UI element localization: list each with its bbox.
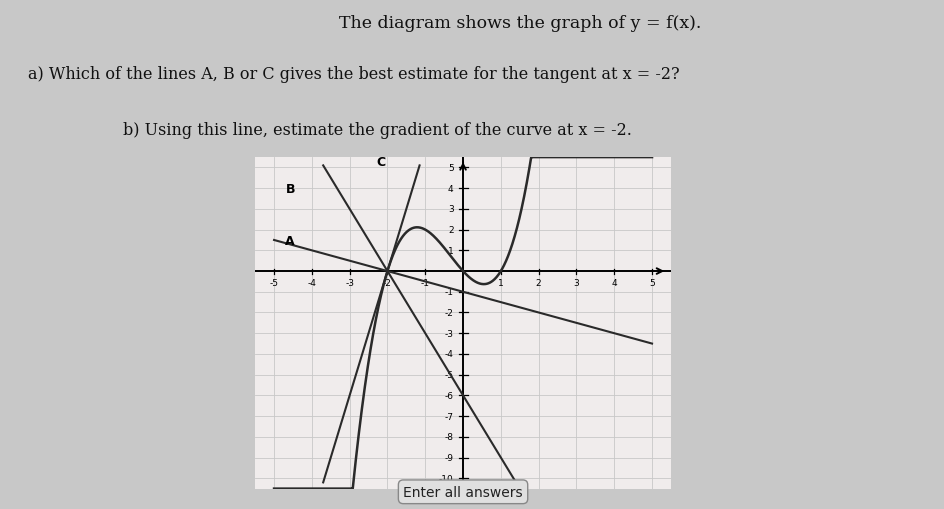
Text: A: A	[285, 235, 295, 248]
Text: -8: -8	[444, 433, 453, 441]
Text: 4: 4	[611, 279, 616, 288]
Text: -1: -1	[420, 279, 430, 288]
Text: -1: -1	[444, 288, 453, 297]
Text: 4: 4	[447, 184, 453, 193]
Text: a) Which of the lines A, B or C gives the best estimate for the tangent at x = -: a) Which of the lines A, B or C gives th…	[28, 66, 680, 83]
Text: -6: -6	[444, 391, 453, 400]
Text: -10: -10	[438, 474, 453, 483]
Text: 1: 1	[497, 279, 503, 288]
Text: The diagram shows the graph of y = f(x).: The diagram shows the graph of y = f(x).	[338, 15, 700, 32]
Text: 3: 3	[573, 279, 579, 288]
Text: -5: -5	[269, 279, 278, 288]
Text: 3: 3	[447, 205, 453, 214]
Text: 5: 5	[649, 279, 654, 288]
Text: -5: -5	[444, 371, 453, 379]
Text: 2: 2	[447, 225, 453, 235]
Text: 2: 2	[535, 279, 541, 288]
Text: B: B	[285, 183, 295, 196]
Text: b) Using this line, estimate the gradient of the curve at x = -2.: b) Using this line, estimate the gradien…	[123, 122, 631, 139]
Text: C: C	[376, 156, 385, 169]
Text: 1: 1	[447, 246, 453, 256]
Text: -4: -4	[445, 350, 453, 359]
Text: -3: -3	[345, 279, 354, 288]
Text: -7: -7	[444, 412, 453, 421]
Text: -2: -2	[382, 279, 392, 288]
Text: -9: -9	[444, 453, 453, 462]
Text: -4: -4	[307, 279, 316, 288]
Text: 5: 5	[447, 163, 453, 173]
Text: -2: -2	[445, 308, 453, 318]
Text: -3: -3	[444, 329, 453, 338]
Text: Enter all answers: Enter all answers	[403, 485, 522, 499]
